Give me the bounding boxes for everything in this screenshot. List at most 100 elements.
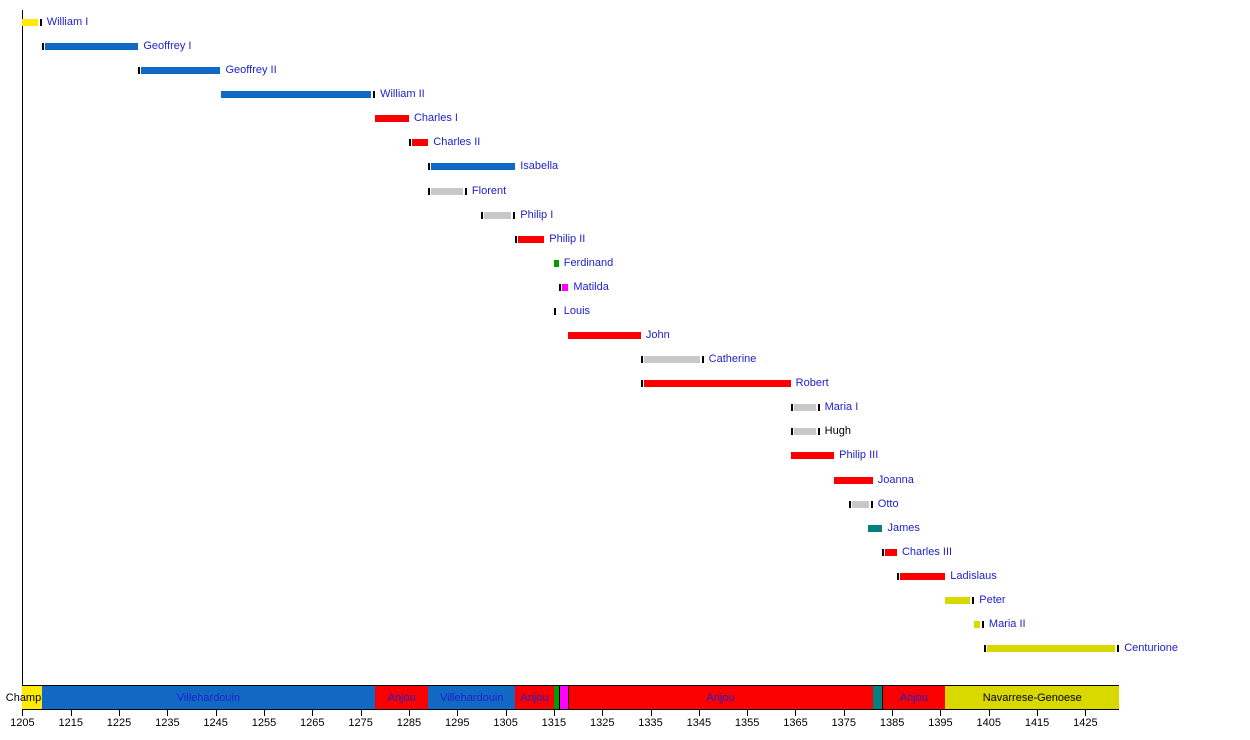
axis-year-label: 1315: [541, 717, 567, 729]
axis-year-label: 1415: [1024, 717, 1050, 729]
person-label[interactable]: Charles II: [433, 136, 481, 149]
dynasty-label[interactable]: Villehardouin: [176, 691, 241, 704]
person-label[interactable]: Charles III: [901, 545, 953, 558]
axis-year-label: 1375: [831, 717, 857, 729]
reign-bar: [375, 115, 409, 123]
axis-year-label: 1265: [300, 717, 325, 729]
dynasty-segment: [553, 686, 559, 709]
axis-tick: [312, 710, 314, 716]
axis-year-label: 1325: [589, 717, 615, 729]
person-label[interactable]: Maria II: [988, 618, 1026, 630]
person-label[interactable]: Robert: [795, 377, 829, 390]
dynasty-segment: [872, 686, 883, 709]
axis-year-label: 1255: [251, 717, 277, 729]
axis-year-label: 1425: [1073, 717, 1098, 729]
person-label[interactable]: William I: [46, 16, 89, 28]
axis-tick: [843, 710, 845, 716]
person-label[interactable]: Isabella: [520, 160, 559, 173]
person-label[interactable]: Florent: [471, 184, 507, 197]
person-label[interactable]: Philip III: [839, 449, 879, 462]
axis-tick: [553, 710, 555, 716]
axis-year-label: 1205: [10, 717, 35, 729]
axis-year-label: 1235: [155, 717, 180, 729]
axis-year-label: 1285: [396, 717, 422, 729]
reign-bar: [22, 19, 38, 26]
person-label[interactable]: James: [887, 521, 920, 534]
reign-boundary-tick: [981, 621, 984, 628]
axis-year-label: 1335: [638, 717, 663, 729]
person-label[interactable]: Ladislaus: [950, 569, 997, 582]
axis-tick: [892, 710, 894, 716]
reign-bar: [945, 596, 971, 604]
axis-tick: [698, 710, 700, 716]
person-label[interactable]: Louis: [563, 304, 591, 317]
axis-tick: [22, 710, 24, 716]
person-label[interactable]: Joanna: [877, 473, 914, 486]
reign-boundary-tick: [640, 356, 643, 364]
axis-year-label: 1215: [58, 717, 83, 729]
person-label[interactable]: Philip I: [520, 208, 554, 221]
reign-boundary-tick: [817, 404, 820, 412]
person-label[interactable]: Matilda: [573, 280, 609, 293]
person-label[interactable]: Catherine: [708, 353, 757, 366]
person-label[interactable]: William II: [380, 88, 425, 101]
reign-boundary-tick: [408, 139, 411, 147]
person-label[interactable]: Philip II: [549, 232, 586, 245]
person-label[interactable]: John: [645, 329, 670, 342]
person-label[interactable]: Centurione: [1124, 642, 1179, 655]
axis-year-label: 1295: [445, 717, 470, 729]
dynasty-label[interactable]: Anjou: [899, 691, 928, 704]
axis-year-label: 1385: [879, 717, 905, 729]
reign-bar: [899, 572, 946, 580]
reign-boundary-tick: [39, 19, 42, 26]
person-label[interactable]: Ferdinand: [563, 256, 614, 269]
reign-bar: [553, 259, 559, 267]
reign-boundary-tick: [790, 428, 793, 436]
reign-bar: [885, 548, 897, 556]
reign-bar: [518, 235, 545, 243]
dynasty-segment: [568, 686, 873, 709]
dynasty-label[interactable]: Villehardouin: [440, 691, 504, 704]
reign-boundary-tick: [515, 235, 518, 243]
axis-tick: [263, 710, 265, 716]
axis-year-label: 1305: [493, 717, 518, 729]
reign-bar: [793, 428, 816, 436]
reign-boundary-tick: [848, 500, 851, 508]
reign-boundary-tick: [41, 43, 44, 51]
dynasty-label: Champlitte: [5, 691, 59, 704]
dynasty-segment: [41, 686, 376, 709]
dynasty-label[interactable]: Anjou: [706, 691, 735, 704]
reign-boundary-tick: [701, 356, 704, 364]
reign-boundary-tick: [896, 572, 899, 580]
person-label[interactable]: Peter: [979, 593, 1006, 606]
reign-boundary-tick: [428, 187, 431, 195]
dynasty-label: Navarrese-Genoese: [982, 691, 1082, 704]
reign-boundary-tick: [481, 211, 484, 219]
reign-bar: [867, 524, 883, 532]
person-label[interactable]: Geoffrey II: [225, 64, 277, 77]
y-axis-line: [22, 10, 23, 710]
reign-bar: [431, 163, 516, 171]
axis-tick: [505, 710, 507, 716]
person-label[interactable]: Charles I: [413, 112, 458, 125]
reign-boundary-tick: [138, 67, 141, 75]
reign-bar: [141, 67, 221, 75]
dynasty-segment: [558, 686, 569, 709]
person-label[interactable]: Geoffrey I: [143, 40, 192, 53]
dynasty-label[interactable]: Anjou: [520, 691, 549, 704]
reign-bar: [643, 356, 700, 364]
person-label[interactable]: Maria I: [824, 401, 859, 414]
reign-boundary-tick: [870, 500, 873, 508]
reign-bar: [986, 645, 1116, 653]
reign-boundary-tick: [882, 548, 885, 556]
axis-tick: [167, 710, 169, 716]
reign-boundary-tick: [640, 380, 643, 388]
dynasty-label[interactable]: Anjou: [387, 691, 416, 704]
dynasty-segment: [945, 686, 1120, 709]
reign-bar: [643, 380, 791, 388]
person-label[interactable]: Otto: [877, 497, 899, 510]
axis-tick: [1085, 710, 1087, 716]
reign-boundary-tick: [558, 283, 561, 291]
reign-bar: [44, 43, 139, 51]
